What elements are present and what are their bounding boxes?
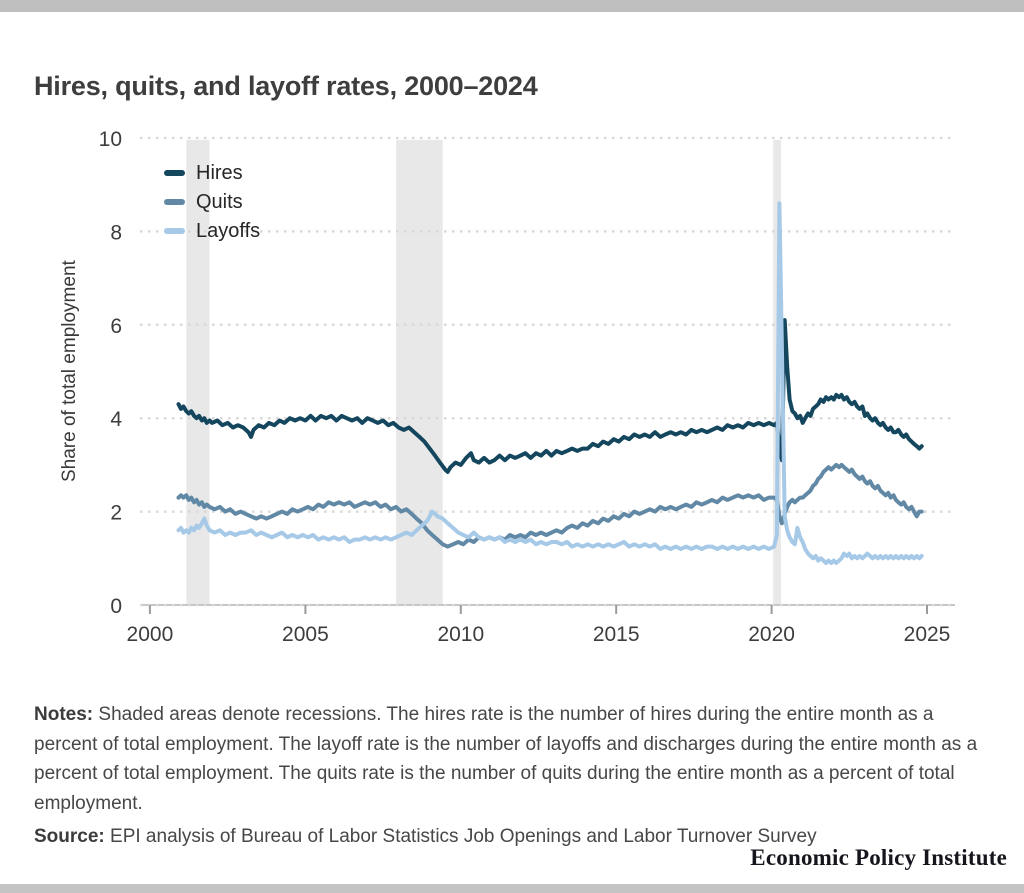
bottom-bar — [0, 884, 1024, 893]
series-line-quits — [176, 462, 924, 549]
legend-label-layoffs: Layoffs — [196, 219, 261, 242]
legend-item-quits: Quits — [164, 187, 260, 216]
line-chart: 2000 2005 2010 2015 2020 2025 0 2 4 6 8 10 — [99, 128, 955, 646]
chart-legend: Hires Quits Layoffs — [164, 158, 260, 245]
legend-label-quits: Quits — [196, 190, 243, 213]
y-tick-label: 4 — [110, 408, 122, 431]
legend-item-hires: Hires — [164, 158, 260, 187]
recession-band — [186, 140, 210, 605]
y-tick-label: 6 — [110, 315, 122, 338]
legend-label-hires: Hires — [196, 161, 243, 184]
x-tick-label: 2015 — [593, 623, 640, 646]
y-tick-label: 0 — [110, 595, 122, 618]
source-text: Source: EPI analysis of Bureau of Labor … — [34, 822, 978, 851]
hires-line-swatch-icon — [164, 169, 185, 176]
notes-label: Notes: — [34, 704, 94, 725]
notes-text: Notes: Shaded areas denote recessions. T… — [34, 700, 978, 818]
series-line-hires — [176, 318, 924, 474]
y-tick-label: 2 — [110, 502, 122, 525]
source-body: EPI analysis of Bureau of Labor Statisti… — [110, 826, 817, 847]
x-tick-label: 2010 — [437, 623, 484, 646]
layoffs-line-swatch-icon — [164, 227, 185, 234]
series-line-layoffs — [176, 201, 924, 565]
x-tick-label: 2000 — [127, 623, 174, 646]
epi-logotype: Economic Policy Institute — [750, 845, 1007, 870]
source-label: Source: — [34, 826, 105, 847]
quits-line-swatch-icon — [164, 198, 185, 205]
x-tick-label: 2025 — [904, 623, 951, 646]
y-tick-label: 8 — [110, 221, 122, 244]
chart-title: Hires, quits, and layoff rates, 2000–202… — [34, 71, 538, 102]
top-bar — [0, 0, 1024, 12]
x-tick-label: 2005 — [282, 623, 329, 646]
x-tick-label: 2020 — [748, 623, 795, 646]
notes-body: Shaded areas denote recessions. The hire… — [34, 704, 978, 814]
y-tick-label: 10 — [99, 128, 122, 151]
legend-item-layoffs: Layoffs — [164, 216, 260, 245]
